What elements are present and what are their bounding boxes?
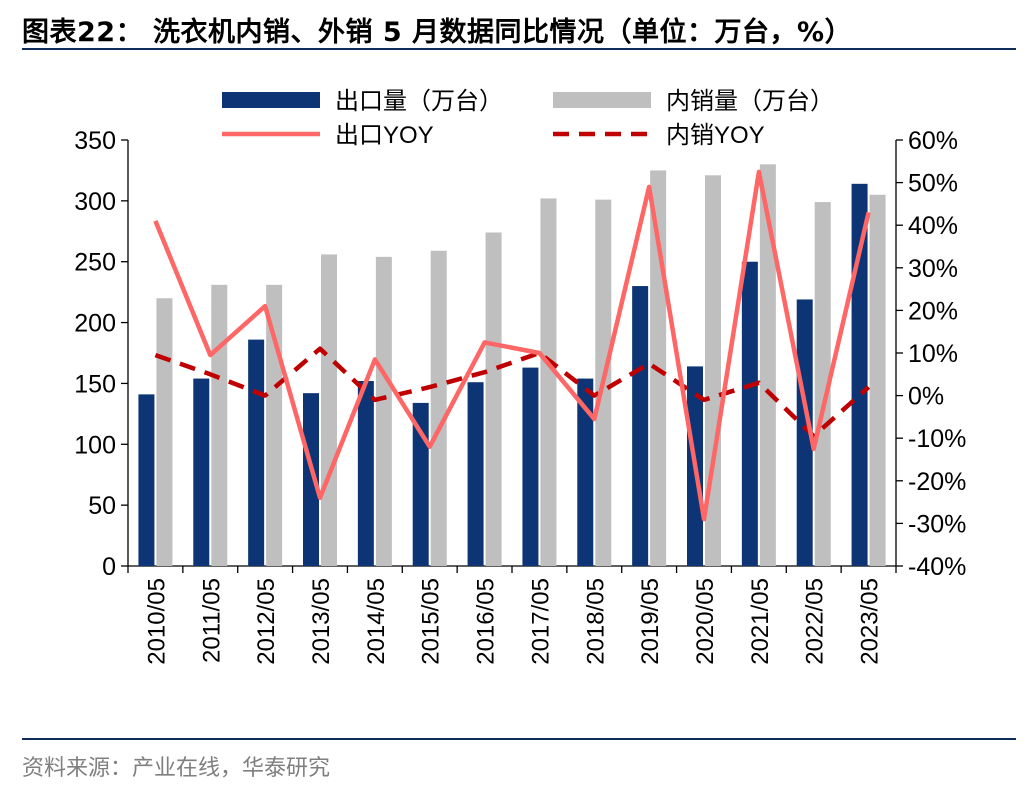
export-bar [632,286,649,566]
export-yoy-line [153,169,871,522]
export-bar [796,299,813,566]
export-bar [851,183,868,566]
y-left-tick-label: 0 [102,553,116,581]
x-tick-label: 2015/05 [418,578,445,665]
domestic-bar [321,254,337,566]
export-bar [522,367,539,566]
y-left-tick-label: 250 [74,249,116,277]
y-right-tick-label: -30% [908,510,966,538]
chart-lines [153,169,871,522]
y-right-tick-label: 20% [908,297,958,325]
y-right-tick-label: -40% [908,553,966,581]
y-right-tick-label: -20% [908,468,966,496]
x-tick-label: 2018/05 [582,578,609,665]
y-right-tick-label: 30% [908,255,958,283]
x-tick-label: 2022/05 [802,578,829,665]
x-tick-label: 2023/05 [857,578,884,665]
x-tick-label: 2011/05 [198,578,225,663]
y-left-tick-label: 350 [74,127,116,155]
domestic-bar [430,250,447,566]
y-left-tick-label: 150 [74,370,116,398]
chart-bars [138,164,886,567]
y-right-tick-label: 40% [908,212,958,240]
y-right-tick-label: 60% [908,127,958,155]
y-left-tick-label: 50 [88,492,116,520]
legend-label-domestic-yoy: 内销YOY [666,122,765,149]
source-note: 资料来源：产业在线，华泰研究 [22,756,331,781]
export-bar [577,378,594,566]
y-right-tick-label: 0% [908,383,944,411]
chart-legend: 出口量（万台） 内销量（万台） 出口YOY 内销YOY [222,88,834,149]
domestic-bar [705,175,721,566]
export-bar [248,339,265,566]
domestic-bar [869,194,886,566]
export-bar [467,382,484,566]
header-rule [22,48,1016,50]
x-tick-label: 2020/05 [692,578,719,665]
legend-label-export: 出口量（万台） [335,88,503,115]
figure-title: 图表22： 洗衣机内销、外销 5 月数据同比情况（单位：万台，%） [22,17,853,48]
domestic-bar [156,298,173,566]
domestic-bar [211,284,228,566]
chart-axes: 0 50 100 150 200 250 300 350 -40% -30% -20% -10% 0% 1… [74,127,966,665]
legend-label-domestic: 内销量（万台） [666,88,834,115]
y-left-tick-label: 200 [74,310,116,338]
domestic-bar [485,232,502,566]
y-left-tick-label: 100 [74,431,116,459]
x-tick-label: 2021/05 [747,578,774,665]
domestic-bar [375,256,392,566]
domestic-yoy-line [154,346,871,439]
domestic-bar [814,202,831,566]
export-bar [193,378,210,566]
y-left-tick-label: 300 [74,188,116,216]
report-header: 图表22： 洗衣机内销、外销 5 月数据同比情况（单位：万台，%） [0,0,1036,58]
x-tick-label: 2010/05 [143,578,170,665]
y-right-tick-label: 50% [908,170,958,198]
footer-rule [22,738,1016,740]
y-right-tick-label: 10% [908,340,958,368]
legend-swatch-domestic [553,92,651,108]
x-tick-label: 2016/05 [473,578,500,665]
x-tick-label: 2019/05 [637,578,664,665]
domestic-bar [540,198,557,566]
x-tick-label: 2012/05 [253,578,280,665]
legend-label-export-yoy: 出口YOY [335,122,434,149]
domestic-bar [759,164,776,567]
domestic-bar [266,284,283,566]
export-bar [138,394,155,566]
x-tick-label: 2014/05 [363,578,390,665]
export-bar [357,380,374,566]
export-bar [303,393,319,566]
export-bar [412,402,429,566]
y-right-tick-label: -10% [908,425,966,453]
x-tick-label: 2017/05 [527,578,554,665]
legend-swatch-export [222,92,320,108]
x-tick-label: 2013/05 [308,578,335,665]
export-bar [741,261,758,566]
